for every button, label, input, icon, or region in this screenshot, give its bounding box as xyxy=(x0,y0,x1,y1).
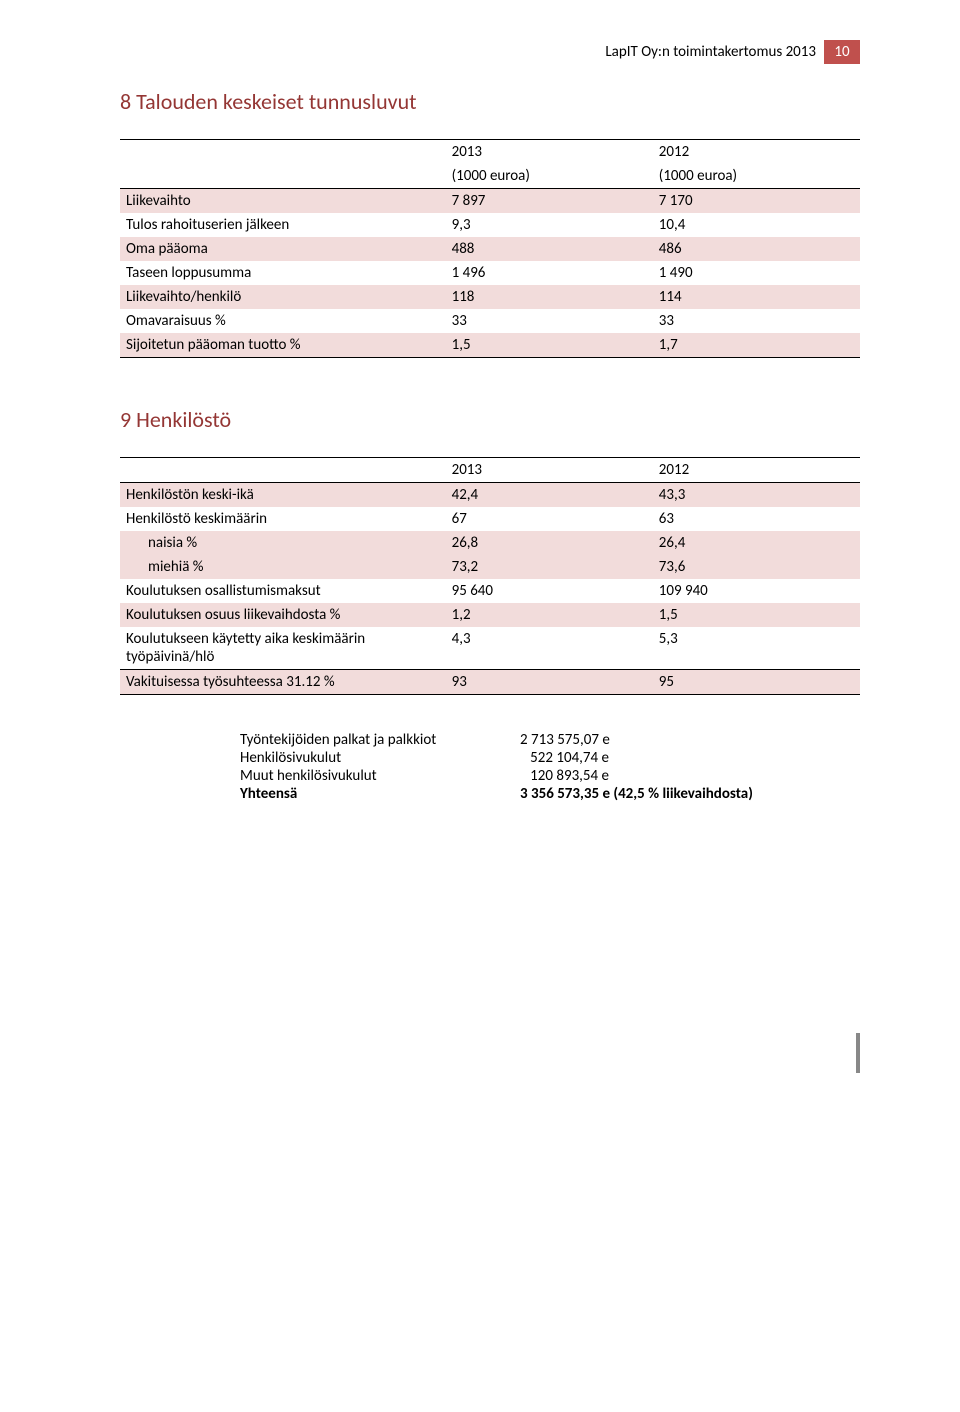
col-header-2012-line1: 2012 xyxy=(653,140,860,165)
table-row: naisia % 26,8 26,4 xyxy=(120,531,860,555)
col-header-2012: 2012 xyxy=(653,458,860,483)
cell-value: 73,6 xyxy=(653,555,860,579)
cell-value: 118 xyxy=(446,285,653,309)
summary-row: Työntekijöiden palkat ja palkkiot 2 713 … xyxy=(240,731,860,749)
cell-value: 486 xyxy=(653,237,860,261)
col-header-2013: 2013 xyxy=(446,458,653,483)
cell-value: 26,8 xyxy=(446,531,653,555)
cell-label: miehiä % xyxy=(120,555,446,579)
page-header: LapIT Oy:n toimintakertomus 2013 10 xyxy=(120,40,860,64)
cell-value: 73,2 xyxy=(446,555,653,579)
cell-label: Liikevaihto/henkilö xyxy=(120,285,446,309)
cell-value: 9,3 xyxy=(446,213,653,237)
cell-label: Koulutukseen käytetty aika keskimäärin t… xyxy=(120,627,446,670)
table-row: Oma pääoma 488 486 xyxy=(120,237,860,261)
summary-row-total: Yhteensä 3 356 573,35 e (42,5 % liikevai… xyxy=(240,785,860,803)
table-row: miehiä % 73,2 73,6 xyxy=(120,555,860,579)
table-row: Koulutuksen osallistumismaksut 95 640 10… xyxy=(120,579,860,603)
cell-value: 1,7 xyxy=(653,333,860,358)
cell-value: 33 xyxy=(653,309,860,333)
summary-value: 3 356 573,35 e (42,5 % liikevaihdosta) xyxy=(520,785,753,803)
personnel-table: 2013 2012 Henkilöstön keski-ikä 42,4 43,… xyxy=(120,457,860,695)
cell-value: 95 xyxy=(653,670,860,695)
cell-label: Oma pääoma xyxy=(120,237,446,261)
cell-value: 5,3 xyxy=(653,627,860,670)
table-row: Vakituisessa työsuhteessa 31.12 % 93 95 xyxy=(120,670,860,695)
cell-value: 109 940 xyxy=(653,579,860,603)
cell-label: Liikevaihto xyxy=(120,189,446,214)
summary-label: Yhteensä xyxy=(240,785,520,803)
table-row: Omavaraisuus % 33 33 xyxy=(120,309,860,333)
summary-value: 120 893,54 e xyxy=(520,767,609,785)
cell-value: 93 xyxy=(446,670,653,695)
table-row: Taseen loppusumma 1 496 1 490 xyxy=(120,261,860,285)
table-row: Sijoitetun pääoman tuotto % 1,5 1,7 xyxy=(120,333,860,358)
cell-value: 42,4 xyxy=(446,483,653,508)
page-number-badge: 10 xyxy=(824,40,860,64)
col-header-2013-line2: (1000 euroa) xyxy=(446,164,653,189)
table-row: Henkilöstö keskimäärin 67 63 xyxy=(120,507,860,531)
cell-value: 43,3 xyxy=(653,483,860,508)
cell-value: 7 897 xyxy=(446,189,653,214)
cell-value: 114 xyxy=(653,285,860,309)
cell-value: 1,2 xyxy=(446,603,653,627)
table-row: Liikevaihto/henkilö 118 114 xyxy=(120,285,860,309)
summary-label: Työntekijöiden palkat ja palkkiot xyxy=(240,731,520,749)
summary-row: Henkilösivukulut 522 104,74 e xyxy=(240,749,860,767)
cell-label: naisia % xyxy=(120,531,446,555)
summary-value: 522 104,74 e xyxy=(520,749,609,767)
cell-value: 10,4 xyxy=(653,213,860,237)
cell-value: 4,3 xyxy=(446,627,653,670)
table-row: Koulutukseen käytetty aika keskimäärin t… xyxy=(120,627,860,670)
cell-value: 7 170 xyxy=(653,189,860,214)
header-text: LapIT Oy:n toimintakertomus 2013 xyxy=(605,43,816,61)
cell-label: Koulutuksen osallistumismaksut xyxy=(120,579,446,603)
cell-value: 63 xyxy=(653,507,860,531)
summary-value: 2 713 575,07 e xyxy=(520,731,610,749)
section-2-heading: 9 Henkilöstö xyxy=(120,406,860,433)
cell-value: 1 490 xyxy=(653,261,860,285)
table-row: Koulutuksen osuus liikevaihdosta % 1,2 1… xyxy=(120,603,860,627)
table-row: Tulos rahoituserien jälkeen 9,3 10,4 xyxy=(120,213,860,237)
col-header-2013-line1: 2013 xyxy=(446,140,653,165)
table-row: Henkilöstön keski-ikä 42,4 43,3 xyxy=(120,483,860,508)
salary-summary: Työntekijöiden palkat ja palkkiot 2 713 … xyxy=(240,731,860,803)
cell-label: Sijoitetun pääoman tuotto % xyxy=(120,333,446,358)
footer-decoration-icon xyxy=(856,1033,860,1073)
cell-value: 488 xyxy=(446,237,653,261)
col-header-2012-line2: (1000 euroa) xyxy=(653,164,860,189)
table-row: Liikevaihto 7 897 7 170 xyxy=(120,189,860,214)
cell-label: Taseen loppusumma xyxy=(120,261,446,285)
cell-value: 1,5 xyxy=(446,333,653,358)
cell-value: 26,4 xyxy=(653,531,860,555)
cell-value: 67 xyxy=(446,507,653,531)
summary-row: Muut henkilösivukulut 120 893,54 e xyxy=(240,767,860,785)
cell-label: Tulos rahoituserien jälkeen xyxy=(120,213,446,237)
financials-table: 2013 2012 (1000 euroa) (1000 euroa) Liik… xyxy=(120,139,860,358)
cell-label: Koulutuksen osuus liikevaihdosta % xyxy=(120,603,446,627)
cell-value: 1 496 xyxy=(446,261,653,285)
cell-label: Henkilöstö keskimäärin xyxy=(120,507,446,531)
cell-label: Vakituisessa työsuhteessa 31.12 % xyxy=(120,670,446,695)
cell-value: 33 xyxy=(446,309,653,333)
summary-label: Muut henkilösivukulut xyxy=(240,767,520,785)
cell-label: Omavaraisuus % xyxy=(120,309,446,333)
cell-label: Henkilöstön keski-ikä xyxy=(120,483,446,508)
cell-value: 1,5 xyxy=(653,603,860,627)
section-1-heading: 8 Talouden keskeiset tunnusluvut xyxy=(120,88,860,115)
cell-value: 95 640 xyxy=(446,579,653,603)
summary-label: Henkilösivukulut xyxy=(240,749,520,767)
